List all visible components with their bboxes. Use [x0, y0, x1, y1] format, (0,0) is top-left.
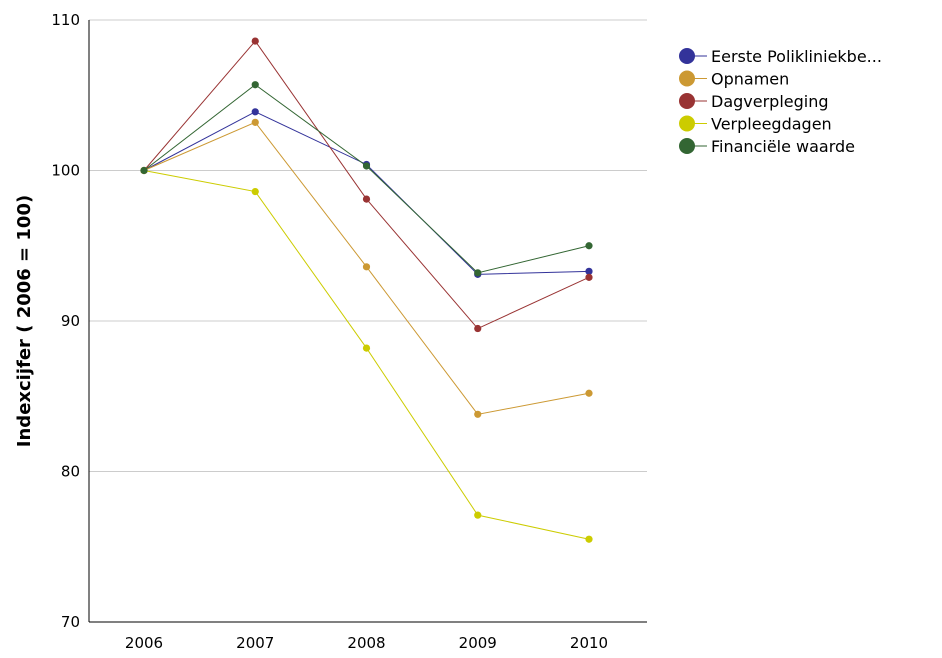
data-point [585, 273, 593, 281]
data-point [474, 410, 482, 418]
y-axis-title: Indexcijfer ( 2006 = 100) [14, 195, 35, 447]
data-point [362, 263, 371, 271]
y-tick-label: 100 [51, 162, 80, 180]
data-point [585, 389, 593, 397]
x-tick-label: 2008 [347, 634, 385, 652]
legend-marker-icon [679, 70, 695, 87]
series-line [143, 111, 590, 275]
y-tick-label: 70 [61, 613, 80, 631]
legend-item: Opnamen [679, 70, 789, 89]
series-5 [140, 81, 593, 277]
series-4 [140, 166, 593, 543]
legend-label: Dagverpleging [711, 92, 829, 111]
y-tick-label: 110 [51, 11, 80, 29]
x-tick-label: 2009 [459, 634, 497, 652]
legend-item: Financiële waarde [679, 137, 855, 156]
data-point [251, 108, 259, 116]
x-tick-label: 2010 [570, 634, 608, 652]
data-point [362, 344, 371, 352]
data-point [251, 118, 259, 126]
data-point [585, 535, 593, 543]
legend-item: Dagverpleging [679, 92, 829, 111]
data-point [585, 267, 593, 275]
x-tick-label: 2006 [125, 634, 163, 652]
x-tick-label: 2007 [236, 634, 274, 652]
data-point [140, 166, 148, 175]
data-point [251, 187, 259, 196]
data-point [251, 81, 259, 89]
y-tick-labels: 70 80 90 100 110 [51, 11, 80, 631]
data-point [251, 37, 259, 45]
legend-item: Eerste Polikliniekbe... [679, 47, 882, 66]
x-tick-labels: 2006 2007 2008 2009 2010 [125, 634, 608, 652]
data-point [474, 324, 482, 333]
legend-label: Verpleegdagen [711, 115, 832, 134]
series-line [143, 170, 590, 540]
legend-marker-icon [679, 93, 695, 109]
legend-marker-icon [679, 138, 695, 154]
series-line [143, 84, 590, 274]
legend: Eerste Polikliniekbe... Opnamen Dagverpleg… [679, 47, 882, 156]
axes [88, 20, 647, 623]
series-1 [140, 108, 593, 278]
data-point [362, 162, 371, 170]
y-tick-label: 80 [61, 463, 80, 481]
legend-item: Verpleegdagen [679, 115, 832, 134]
legend-label: Opnamen [711, 70, 789, 89]
legend-label: Eerste Polikliniekbe... [711, 47, 882, 66]
legend-marker-icon [679, 115, 695, 132]
grid-lines [89, 19, 647, 472]
legend-marker-icon [679, 48, 695, 64]
series-line [143, 40, 590, 330]
series-lines [140, 37, 593, 543]
data-point [474, 511, 482, 519]
legend-label: Financiële waarde [711, 137, 855, 156]
series-3 [140, 37, 593, 333]
data-point [585, 242, 593, 250]
data-point [362, 195, 371, 203]
y-tick-label: 90 [61, 312, 80, 330]
data-point [474, 269, 482, 277]
